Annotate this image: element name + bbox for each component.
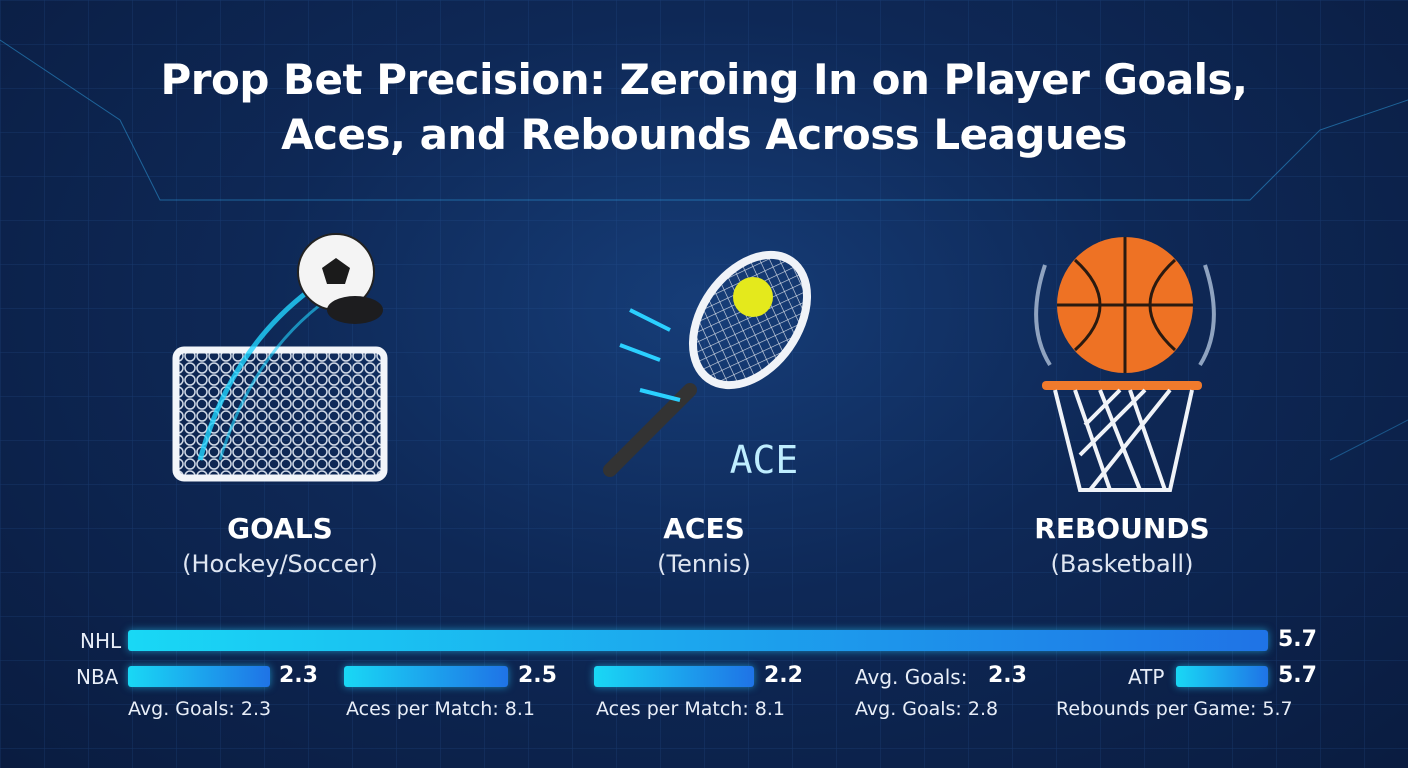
category-label: GOALS	[227, 512, 333, 545]
stat-bar	[1176, 666, 1268, 687]
stat-value: 2.3	[988, 663, 1027, 688]
stat-note: Aces per Match: 8.1	[596, 698, 785, 720]
stat-bar	[128, 630, 1268, 651]
stat-label: NBA	[76, 665, 119, 689]
stat-note: Avg. Goals: 2.8	[855, 698, 999, 720]
stat-label: NHL	[80, 629, 122, 653]
stat-note: Avg. Goals: 2.3	[128, 698, 272, 720]
stat-note: Aces per Match: 8.1	[346, 698, 535, 720]
stat-label: Avg. Goals:	[855, 665, 968, 689]
category-label: REBOUNDS	[1034, 512, 1210, 545]
title-line: Prop Bet Precision: Zeroing In on Player…	[160, 55, 1248, 104]
tennis-icon: ACE	[603, 250, 812, 482]
goal-icon	[172, 233, 388, 482]
stat-bar	[128, 666, 270, 687]
category-label: ACES	[663, 512, 745, 545]
basketball-icon	[1034, 237, 1216, 492]
category-sub: (Hockey/Soccer)	[182, 550, 378, 578]
stat-label: ATP	[1128, 665, 1165, 689]
stat-value: 5.7	[1278, 663, 1317, 688]
stat-value: 2.5	[518, 663, 557, 688]
category-sub: (Basketball)	[1050, 550, 1194, 578]
stat-value: 2.2	[764, 663, 803, 688]
title-line: Aces, and Rebounds Across Leagues	[281, 110, 1127, 159]
stat-value: 5.7	[1278, 627, 1317, 652]
stat-value: 2.3	[279, 663, 318, 688]
ace-display: ACE	[730, 438, 799, 482]
stat-bar	[344, 666, 508, 687]
stat-note: Rebounds per Game: 5.7	[1056, 698, 1293, 720]
category-sub: (Tennis)	[657, 550, 751, 578]
stat-bar	[594, 666, 754, 687]
